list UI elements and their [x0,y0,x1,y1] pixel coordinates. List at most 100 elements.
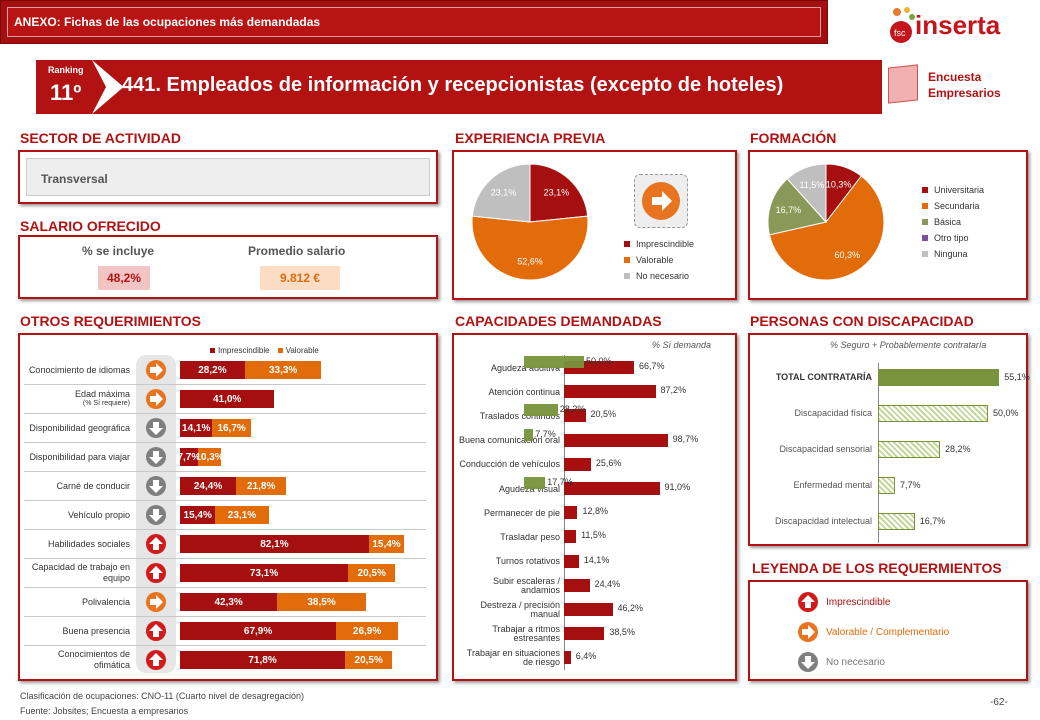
arrow-down-icon [146,447,166,467]
otros-bar-valorable: 10,3% [197,448,222,466]
otros-category-label: Disponibilidad geográfica [29,422,130,433]
pie-data-label: 16,7% [776,205,802,215]
survey-badge: Encuesta Empresarios [888,62,1008,106]
salario-pct-value: 48,2% [98,266,150,290]
otros-bar-valorable: 21,8% [236,477,287,495]
section-leyenda: LEYENDA DE LOS REQUERMIENTOS [752,560,1002,576]
legend-label: Universitaria [934,185,985,195]
capacidades-bar [564,554,579,568]
capacidades-green-label: 17,7% [547,477,573,487]
legend-label: Básica [934,217,962,227]
otros-bar-imprescindible: 67,9% [180,622,337,640]
capacidades-bar [564,530,577,544]
legend-item: Ninguna [922,246,984,262]
legend-item: Secundaria [922,198,984,214]
document-icon [888,64,918,104]
section-formacion: FORMACIÓN [750,130,837,146]
section-otros: OTROS REQUERIMIENTOS [20,313,201,329]
arrow-down-icon [146,418,166,438]
ranking-badge: Ranking 11º [36,60,106,114]
pie-slice-valorable [471,215,589,281]
legend-label: Ninguna [934,249,968,259]
sector-value: Transversal [41,172,108,186]
discapacidad-note: % Seguro + Probablemente contrataría [830,340,987,350]
capacidades-green-bar [524,477,546,489]
ranking-value: 11º [50,80,82,105]
footer-line2: Fuente: Jobsites; Encuesta a empresarios [20,706,189,716]
arrow-up-icon [146,563,166,583]
experiencia-legend: Imprescindible Valorable No necesario [624,236,694,284]
otros-bar-imprescindible: 73,1% [180,564,349,582]
otros-category-label: Disponibilidad para viajar [29,451,130,462]
otros-bar-imprescindible: 41,0% [180,390,275,408]
otros-chart: Conocimiento de idiomas 28,2% 33,3% Edad má… [20,335,436,679]
capacidades-bar [564,409,586,423]
capacidades-bar [564,385,656,399]
legend-swatch [624,257,630,263]
legend-item: Imprescindible [210,346,270,355]
discapacidad-panel: % Seguro + Probablemente contrataría TOT… [748,333,1030,546]
formacion-pie-chart: 10,3% 60,3% 16,7% 11,5% [767,163,885,281]
section-experiencia: EXPERIENCIA PREVIA [455,130,606,146]
salario-panel: % se incluye Promedio salario 48,2% 9.81… [18,235,438,299]
otros-bar-valorable: 23,1% [215,506,269,524]
legend-swatch [624,273,630,279]
otros-category-label: Polivalencia [81,596,130,607]
capacidades-category-label: Trabajar en situaciones de riesgo [466,648,560,668]
no-necesario-icon [798,652,818,672]
otros-bar-valorable: 33,3% [244,361,322,379]
pie-data-label: 23,1% [491,188,517,198]
otros-bar-imprescindible: 14,1% [180,419,213,437]
otros-bar-imprescindible: 15,4% [180,506,216,524]
arrow-right-icon [146,360,166,380]
annex-title: ANEXO: Fichas de las ocupaciones más dem… [7,7,821,37]
sector-box: Transversal [26,158,430,196]
pie-data-label: 52,6% [517,256,543,266]
section-salario: SALARIO OFRECIDO [20,218,161,234]
otros-category-label: Habilidades sociales [47,538,130,549]
capacidades-green-bar [524,404,558,417]
arrow-right-icon [642,182,680,220]
discapacidad-bar [878,477,895,494]
legend-item: Imprescindible [624,236,694,252]
page-title: 441. Empleados de información y recepcio… [122,74,784,96]
legend-swatch [922,235,928,241]
capacidades-bar [564,506,578,520]
capacidades-green-bar [524,428,534,441]
capacidades-category-label: Conducción de vehículos [459,459,560,470]
legend-item: Universitaria [922,182,984,198]
discapacidad-category-label: Discapacidad intelectual [774,515,872,526]
pie-data-label: 23,1% [544,188,570,198]
formacion-panel: 10,3% 60,3% 16,7% 11,5% Universitaria Secund… [748,150,1028,300]
capacidades-green-label: 50,0% [586,356,612,366]
otros-bar-imprescindible: 7,7% [180,448,198,466]
ranking-label: Ranking [48,65,84,75]
otros-bar-imprescindible: 82,1% [180,535,369,553]
capacidades-value-label: 11,5% [581,530,606,541]
row-separator [24,471,426,472]
discapacidad-value-label: 55,1% [1004,372,1030,382]
capacidades-value-label: 91,0% [664,482,691,492]
otros-category-label: Buena presencia [62,625,130,636]
legend-item: Básica [922,214,984,230]
otros-bar-valorable: 16,7% [212,419,251,437]
row-separator [24,558,426,559]
salario-col1-label: % se incluye [82,244,155,258]
row-separator [24,384,426,385]
capacidades-bar [564,627,605,641]
otros-category-label: Conocimientos de ofimática [57,649,130,670]
discapacidad-bar [878,513,915,530]
capacidades-category-label: Permanecer de pie [483,507,560,518]
capacidades-bar [564,482,660,495]
discapacidad-value-label: 28,2% [945,444,971,454]
arrow-right-icon [146,592,166,612]
arrow-down-icon [146,505,166,525]
otros-panel: Imprescindible Valorable Conocimiento de … [18,333,438,681]
page-number: -62- [990,697,1008,708]
sector-panel: Transversal [18,150,438,204]
capacidades-value-label: 87,2% [660,385,687,396]
leyenda-panel: Imprescindible Valorable / Complementari… [748,580,1028,681]
pie-slice-básica [767,178,827,236]
otros-bar-valorable: 20,5% [348,564,396,582]
row-separator [24,616,426,617]
